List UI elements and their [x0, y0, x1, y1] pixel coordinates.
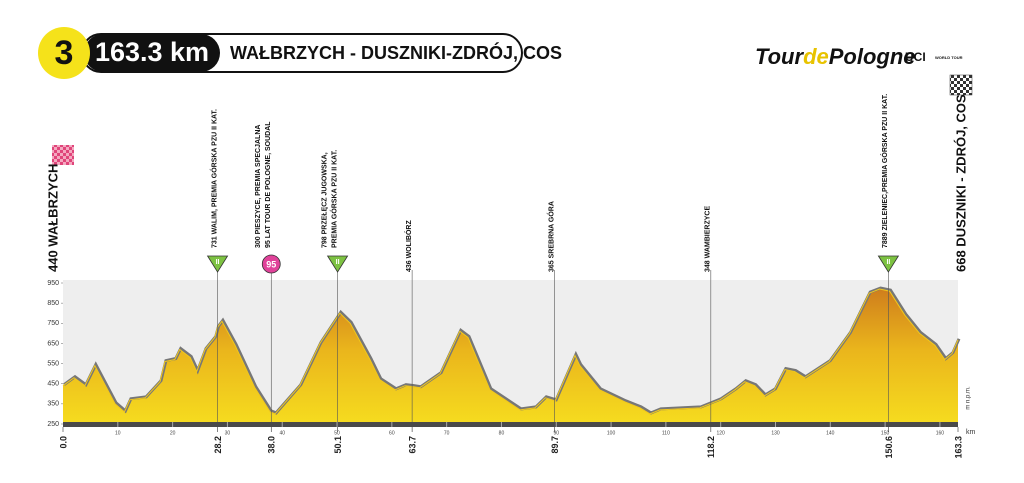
waypoint-label: 798 PRZEŁĘCZ JUGOWSKA,: [321, 152, 328, 248]
uci: UCI: [905, 50, 926, 64]
x-minor-tick-label: 160: [936, 430, 945, 436]
waypoint-label: 731 WALIM, PREMIA GÓRSKA PZU II KAT.: [209, 109, 218, 248]
waypoint-label: 300 PIESZYCE, PREMIA SPECJALNA: [255, 125, 262, 248]
logo: TourdePologne: [755, 44, 916, 69]
x-minor-tick-label: 40: [279, 430, 285, 436]
world-tour: WORLD TOUR: [935, 55, 963, 60]
finish-flag: [949, 74, 973, 96]
badge-text: II: [886, 259, 890, 266]
x-tick-label: 89.7: [550, 436, 560, 454]
x-minor-tick-label: 100: [607, 430, 616, 436]
badge-text: II: [216, 259, 220, 266]
waypoint-label: PREMIA GÓRSKA PZU II KAT.: [329, 150, 338, 248]
waypoint-label: 348 WAMBIERZYCE: [705, 206, 712, 272]
badge-text: II: [336, 259, 340, 266]
distance-pill: [84, 34, 220, 72]
waypoint-label: 95 LAT TOUR DE POLOGNE, SOUDAL: [265, 121, 272, 248]
y-tick-label: 750: [47, 320, 59, 327]
x-minor-tick-label: 150: [881, 430, 890, 436]
x-tick-label: 38.0: [267, 436, 277, 454]
x-tick-label: 50.1: [333, 436, 343, 454]
y-tick-label: 950: [47, 280, 59, 287]
x-minor-tick-label: 90: [553, 430, 559, 436]
x-tick-label: 63.7: [407, 436, 417, 454]
badge-circle: [261, 254, 281, 274]
stage-route: WAŁBRZYCH - DUSZNIKI-ZDRÓJ, COS: [230, 42, 562, 63]
finish-label: 668 DUSZNIKI - ZDRÓJ, COS: [953, 94, 968, 272]
y-tick-label: 250: [47, 421, 59, 428]
logo-part: Tour: [755, 44, 804, 69]
x-tick-label: 0.0: [58, 436, 68, 449]
y-tick-label: 550: [47, 360, 59, 367]
x-minor-tick-label: 140: [826, 430, 835, 436]
y-tick-label: 350: [47, 401, 59, 408]
logo-part: de: [803, 44, 829, 69]
x-minor-tick-label: 60: [389, 430, 395, 436]
start-label: 440 WAŁBRZYCH: [45, 164, 60, 272]
km-band: [63, 422, 958, 427]
x-minor-tick-label: 80: [499, 430, 505, 436]
badge-triangle: [206, 255, 229, 273]
start-flag: [52, 145, 74, 165]
logo-part: Pologne: [829, 44, 916, 69]
y-tick-label: 850: [47, 300, 59, 307]
x-tick-label: 150.6: [884, 436, 894, 459]
badge-triangle: [877, 255, 900, 273]
badge-triangle: [326, 255, 349, 273]
badge-text: 95: [266, 259, 276, 269]
waypoint-label: 7889 ZIELENIEC,PREMIA GÓRSKA PZU II KAT.: [880, 94, 889, 248]
x-minor-tick-label: 70: [444, 430, 450, 436]
x-minor-tick-label: 50: [334, 430, 340, 436]
x-minor-tick-label: 130: [771, 430, 780, 436]
x-minor-tick-label: 10: [115, 430, 121, 436]
x-axis-label: km: [966, 429, 976, 436]
x-minor-tick-label: 20: [170, 430, 176, 436]
stage-number: 3: [55, 34, 74, 72]
y-tick-label: 650: [47, 340, 59, 347]
x-minor-tick-label: 110: [662, 430, 670, 436]
x-tick-label: 28.2: [213, 436, 223, 454]
x-minor-tick-label: 120: [717, 430, 726, 436]
x-minor-tick-label: 30: [225, 430, 231, 436]
waypoint-label: 436 WOLIBÓRZ: [404, 220, 413, 272]
stage-circle: [38, 27, 90, 79]
y-tick-label: 450: [47, 381, 59, 388]
x-tick-label: 118.2: [706, 436, 716, 458]
x-tick-label: 163.3: [953, 436, 963, 459]
y-axis-label: m n.p.m.: [966, 386, 972, 410]
stage-distance: 163.3 km: [95, 37, 209, 67]
waypoint-label: 365 SREBRNA GÓRA: [546, 201, 555, 272]
profile-line: [62, 288, 959, 415]
profile-shadow: [63, 286, 961, 415]
